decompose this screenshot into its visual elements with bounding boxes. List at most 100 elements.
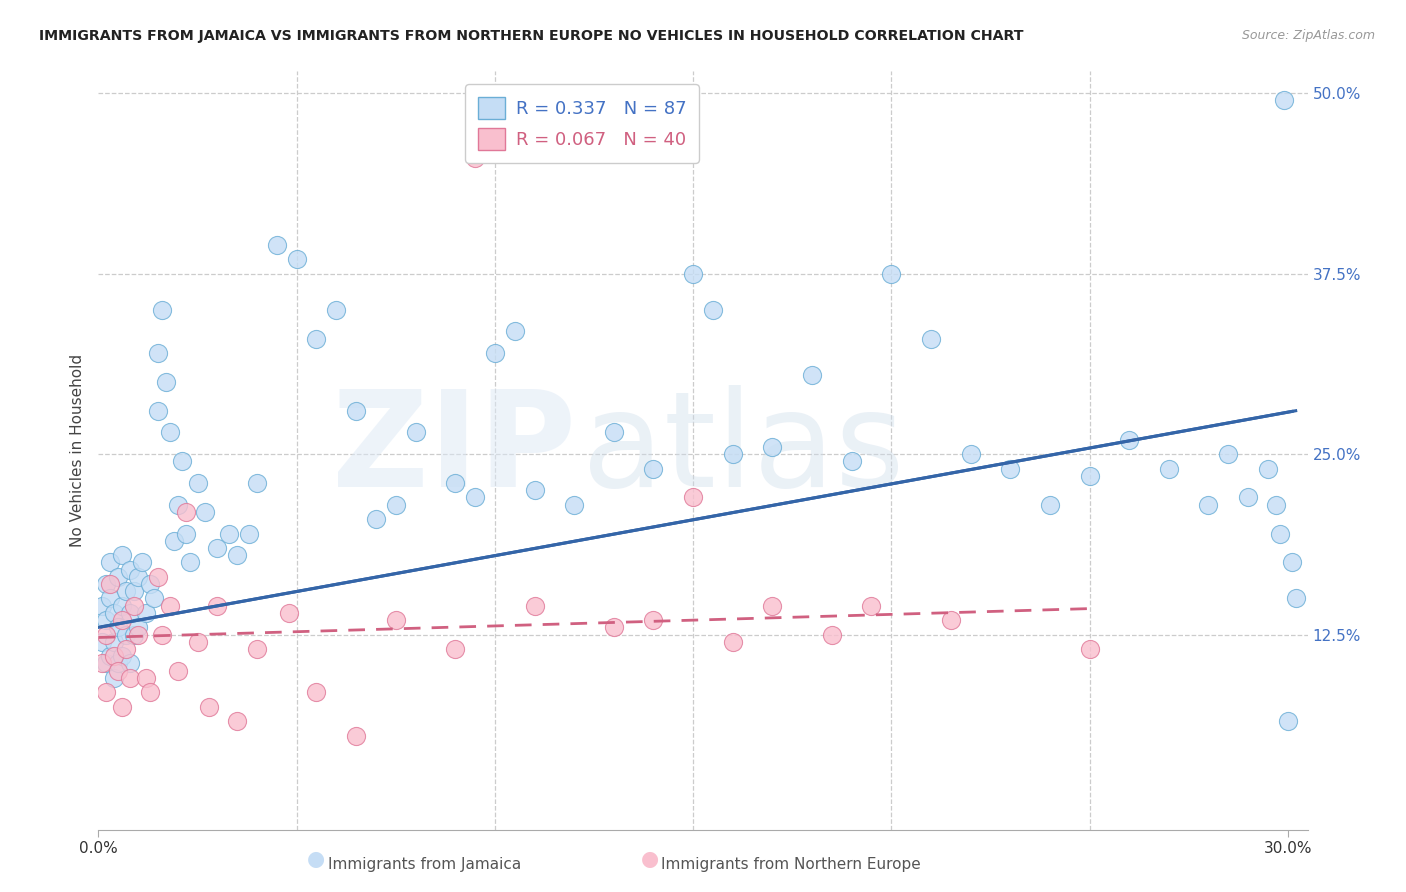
Point <box>464 491 486 505</box>
Point <box>186 635 208 649</box>
Point <box>127 620 149 634</box>
Point <box>122 599 145 613</box>
Legend: R = 0.337   N = 87, R = 0.067   N = 40: R = 0.337 N = 87, R = 0.067 N = 40 <box>465 84 699 162</box>
Point <box>920 332 942 346</box>
Point <box>103 649 125 664</box>
Point <box>238 526 260 541</box>
Point <box>761 599 783 613</box>
Point <box>98 577 121 591</box>
Point <box>174 526 197 541</box>
Point <box>146 570 169 584</box>
Point <box>444 642 467 657</box>
Point <box>246 642 269 657</box>
Point <box>226 548 249 562</box>
Text: Immigrants from Northern Europe: Immigrants from Northern Europe <box>661 857 921 872</box>
Point <box>186 475 208 490</box>
Point <box>91 657 114 671</box>
Point <box>1039 498 1062 512</box>
Point <box>821 627 844 641</box>
Point <box>1277 714 1299 729</box>
Point <box>120 563 142 577</box>
Point <box>305 685 328 699</box>
Point <box>603 620 626 634</box>
Point <box>146 403 169 417</box>
Point <box>444 475 467 490</box>
Point <box>135 671 157 685</box>
Point <box>96 627 118 641</box>
Point <box>115 627 138 641</box>
Point <box>325 302 347 317</box>
Point <box>643 613 665 627</box>
Point <box>721 635 744 649</box>
Point <box>364 512 387 526</box>
Point <box>120 671 142 685</box>
Point <box>103 671 125 685</box>
Point <box>111 699 134 714</box>
Point <box>1000 461 1022 475</box>
Point <box>111 649 134 664</box>
Point <box>246 475 269 490</box>
Point <box>98 649 121 664</box>
Point <box>150 627 173 641</box>
Point <box>179 555 201 569</box>
Point <box>959 447 981 461</box>
Point <box>218 526 240 541</box>
Point <box>96 685 118 699</box>
Text: ●: ● <box>641 849 658 869</box>
Point <box>643 461 665 475</box>
Point <box>139 577 162 591</box>
Point <box>384 498 406 512</box>
Point <box>98 591 121 606</box>
Point <box>131 555 153 569</box>
Point <box>159 599 181 613</box>
Point <box>115 642 138 657</box>
Point <box>503 324 526 338</box>
Point <box>122 627 145 641</box>
Point <box>107 664 129 678</box>
Point <box>1281 555 1303 569</box>
Point <box>1118 433 1140 447</box>
Point <box>103 606 125 620</box>
Point <box>96 577 118 591</box>
Point <box>484 346 506 360</box>
Point <box>111 613 134 627</box>
Point <box>344 403 367 417</box>
Point <box>142 591 165 606</box>
Point <box>166 498 188 512</box>
Point <box>1268 526 1291 541</box>
Point <box>198 699 221 714</box>
Point <box>464 151 486 165</box>
Point <box>159 425 181 440</box>
Point <box>226 714 249 729</box>
Point <box>1285 591 1308 606</box>
Point <box>1078 642 1101 657</box>
Point <box>523 483 546 498</box>
Text: ZIP: ZIP <box>332 385 576 516</box>
Point <box>603 425 626 440</box>
Point <box>150 302 173 317</box>
Text: ●: ● <box>308 849 325 869</box>
Point <box>103 635 125 649</box>
Point <box>122 584 145 599</box>
Point <box>1257 461 1279 475</box>
Point <box>305 332 328 346</box>
Point <box>127 570 149 584</box>
Point <box>277 606 299 620</box>
Point <box>266 237 288 252</box>
Point <box>111 548 134 562</box>
Point <box>107 570 129 584</box>
Point <box>111 599 134 613</box>
Point <box>523 599 546 613</box>
Point <box>146 346 169 360</box>
Point <box>761 440 783 454</box>
Point <box>98 555 121 569</box>
Point <box>174 505 197 519</box>
Point <box>285 252 308 266</box>
Point <box>1078 468 1101 483</box>
Point <box>107 620 129 634</box>
Point <box>384 613 406 627</box>
Text: atlas: atlas <box>582 385 904 516</box>
Point <box>1198 498 1220 512</box>
Point <box>1218 447 1240 461</box>
Point <box>801 368 824 382</box>
